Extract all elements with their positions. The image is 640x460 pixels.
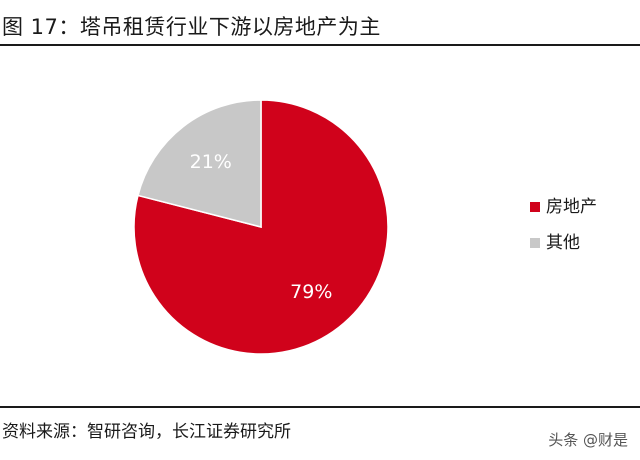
pie-slices [133,99,389,355]
legend-swatch-2 [530,238,540,248]
pie-slice-2 [137,99,262,228]
watermark: 头条 @财是 [548,431,628,449]
pie-slice-label-1: 79% [290,281,332,303]
legend-label-1: 房地产 [546,197,597,217]
legend-label-2: 其他 [546,233,580,253]
source-note: 资料来源：智研咨询，长江证券研究所 [2,422,291,442]
legend-swatch-1 [530,202,540,212]
pie-slice-labels: 79% 21% [190,151,333,303]
title-rule [0,44,640,46]
figure-title: 图 17：塔吊租赁行业下游以房地产为主 [2,15,381,39]
pie-slice-label-2: 21% [190,151,232,173]
source-rule [0,406,640,408]
